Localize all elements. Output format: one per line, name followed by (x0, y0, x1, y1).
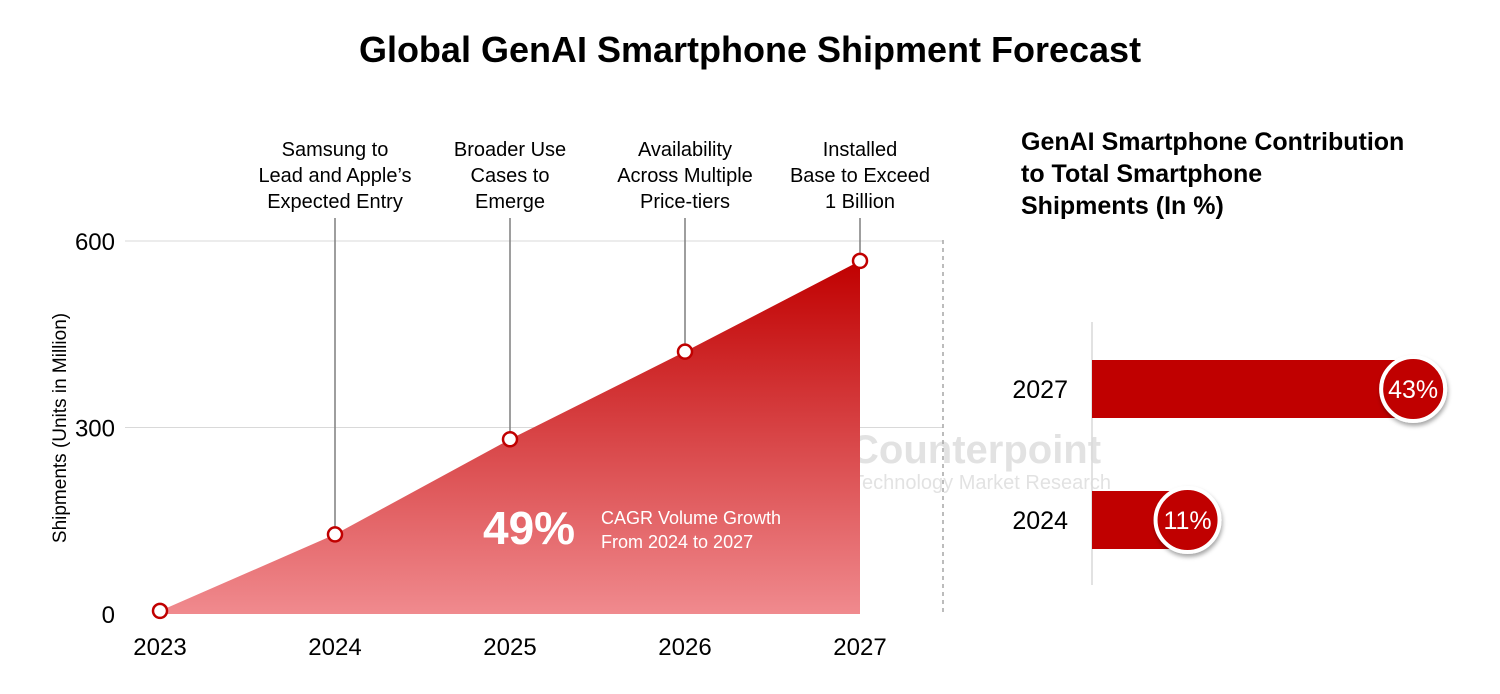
contribution-bar (1092, 360, 1396, 418)
bar-data-label: 43% (1388, 376, 1438, 404)
bar-chart-title: to Total Smartphone (1021, 160, 1262, 188)
data-label-badge (1379, 355, 1448, 423)
annotation-text: Availability (638, 139, 732, 161)
watermark-brand: Counterpoint (850, 428, 1101, 472)
x-tick-label: 2026 (658, 634, 711, 661)
x-tick-label: 2027 (833, 634, 886, 661)
bar-data-label: 11% (1163, 507, 1211, 535)
bar-chart-title: GenAI Smartphone Contribution (1021, 128, 1404, 156)
annotation-text: Expected Entry (267, 191, 403, 213)
y-axis-label: Shipments (Units in Million) (50, 313, 71, 543)
cagr-value: 49% (483, 502, 575, 554)
y-tick-label: 300 (75, 416, 115, 443)
annotation-text: Base to Exceed (790, 165, 930, 187)
bar-category-label: 2027 (1012, 376, 1068, 404)
annotation-text: Lead and Apple’s (258, 165, 411, 187)
watermark-tagline: Technology Market Research (852, 472, 1111, 494)
annotation-text: Samsung to (282, 139, 389, 161)
annotation-text: Cases to (471, 165, 550, 187)
bar-chart-title: Shipments (In %) (1021, 192, 1224, 220)
y-tick-label: 0 (102, 602, 115, 629)
data-point (851, 252, 869, 270)
y-tick-label: 600 (75, 229, 115, 256)
annotation-text: Broader Use (454, 139, 566, 161)
bar-category-label: 2024 (1012, 507, 1068, 535)
x-tick-label: 2024 (308, 634, 361, 661)
data-label-badge (1153, 486, 1222, 554)
x-tick-label: 2023 (133, 634, 186, 661)
annotation-text: Emerge (475, 191, 545, 213)
data-point (151, 602, 169, 620)
shipment-area (160, 260, 860, 614)
annotation-text: 1 Billion (825, 191, 895, 213)
annotation-text: Price-tiers (640, 191, 730, 213)
cagr-label: From 2024 to 2027 (601, 532, 753, 552)
chart-title: Global GenAI Smartphone Shipment Forecas… (359, 29, 1141, 70)
data-point (676, 343, 694, 360)
x-tick-label: 2025 (483, 634, 536, 661)
data-point (501, 431, 519, 448)
annotation-text: Across Multiple (617, 165, 753, 187)
data-point (326, 526, 344, 543)
counterpoint-watermark: Counterpoint Technology Market Research (771, 427, 1111, 494)
annotation-text: Installed (823, 139, 898, 161)
cagr-label: CAGR Volume Growth (601, 508, 781, 528)
